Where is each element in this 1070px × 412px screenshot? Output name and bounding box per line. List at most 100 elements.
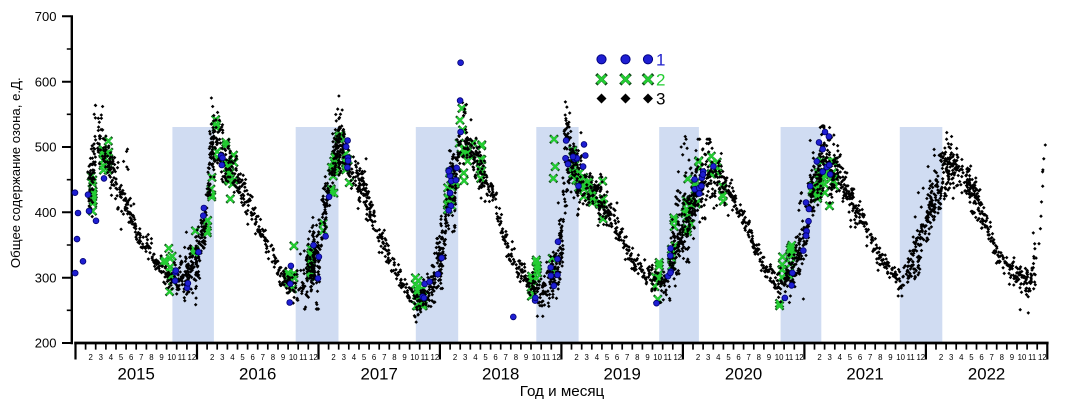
svg-text:3: 3 — [342, 353, 346, 362]
svg-text:8: 8 — [514, 353, 518, 362]
svg-text:3: 3 — [706, 353, 710, 362]
svg-text:6: 6 — [615, 353, 619, 362]
svg-text:4: 4 — [959, 353, 964, 362]
svg-text:9: 9 — [159, 353, 163, 362]
svg-text:8: 8 — [635, 353, 639, 362]
svg-text:2: 2 — [210, 353, 214, 362]
svg-text:6: 6 — [736, 353, 740, 362]
svg-text:9: 9 — [281, 353, 285, 362]
svg-text:5: 5 — [848, 353, 853, 362]
svg-text:7: 7 — [625, 353, 629, 362]
svg-text:700: 700 — [35, 9, 57, 24]
svg-text:12: 12 — [309, 353, 318, 362]
svg-text:300: 300 — [35, 270, 57, 285]
svg-text:9: 9 — [402, 353, 406, 362]
svg-text:3: 3 — [585, 353, 589, 362]
svg-text:10: 10 — [775, 353, 784, 362]
svg-text:9: 9 — [1010, 353, 1014, 362]
svg-text:Год и месяц: Год и месяц — [520, 383, 605, 400]
svg-text:8: 8 — [392, 353, 396, 362]
svg-text:6: 6 — [372, 353, 376, 362]
svg-text:3: 3 — [220, 353, 224, 362]
svg-text:12: 12 — [1038, 353, 1047, 362]
svg-text:4: 4 — [230, 353, 235, 362]
svg-text:8: 8 — [149, 353, 153, 362]
svg-text:3: 3 — [99, 353, 103, 362]
svg-text:10: 10 — [896, 353, 905, 362]
svg-text:8: 8 — [271, 353, 275, 362]
svg-text:1: 1 — [656, 50, 665, 69]
svg-text:3: 3 — [828, 353, 832, 362]
svg-text:4: 4 — [352, 353, 357, 362]
svg-text:6: 6 — [979, 353, 983, 362]
svg-text:10: 10 — [167, 353, 176, 362]
svg-text:5: 5 — [362, 353, 367, 362]
svg-text:4: 4 — [716, 353, 721, 362]
svg-text:9: 9 — [888, 353, 892, 362]
svg-text:7: 7 — [747, 353, 751, 362]
svg-text:8: 8 — [1000, 353, 1004, 362]
svg-text:2: 2 — [89, 353, 93, 362]
svg-text:12: 12 — [795, 353, 804, 362]
svg-text:2: 2 — [453, 353, 457, 362]
svg-text:9: 9 — [524, 353, 528, 362]
svg-text:5: 5 — [240, 353, 245, 362]
svg-text:12: 12 — [673, 353, 682, 362]
svg-text:10: 10 — [532, 353, 541, 362]
svg-text:10: 10 — [1018, 353, 1027, 362]
svg-text:11: 11 — [785, 353, 793, 362]
svg-text:2: 2 — [696, 353, 700, 362]
svg-text:12: 12 — [552, 353, 561, 362]
svg-text:11: 11 — [907, 353, 915, 362]
svg-text:12: 12 — [188, 353, 197, 362]
svg-text:11: 11 — [1028, 353, 1036, 362]
svg-text:2017: 2017 — [361, 365, 398, 384]
svg-text:5: 5 — [119, 353, 124, 362]
svg-text:11: 11 — [299, 353, 307, 362]
svg-text:8: 8 — [757, 353, 761, 362]
svg-text:3: 3 — [463, 353, 467, 362]
svg-text:2021: 2021 — [846, 365, 883, 384]
svg-text:9: 9 — [767, 353, 771, 362]
svg-text:2: 2 — [817, 353, 821, 362]
svg-text:7: 7 — [990, 353, 994, 362]
svg-text:2: 2 — [656, 70, 665, 89]
svg-text:10: 10 — [289, 353, 298, 362]
svg-text:2: 2 — [331, 353, 335, 362]
svg-text:4: 4 — [473, 353, 478, 362]
svg-text:6: 6 — [858, 353, 862, 362]
svg-text:7: 7 — [139, 353, 143, 362]
svg-text:2022: 2022 — [968, 365, 1005, 384]
svg-text:2015: 2015 — [118, 365, 155, 384]
svg-text:7: 7 — [868, 353, 872, 362]
svg-text:6: 6 — [251, 353, 255, 362]
svg-text:12: 12 — [916, 353, 925, 362]
svg-text:2: 2 — [939, 353, 943, 362]
svg-text:11: 11 — [421, 353, 429, 362]
svg-text:600: 600 — [35, 74, 57, 89]
svg-text:3: 3 — [656, 90, 665, 109]
svg-text:5: 5 — [483, 353, 488, 362]
svg-text:10: 10 — [410, 353, 419, 362]
svg-text:7: 7 — [504, 353, 508, 362]
svg-text:6: 6 — [129, 353, 133, 362]
svg-text:3: 3 — [949, 353, 953, 362]
svg-text:11: 11 — [664, 353, 672, 362]
svg-text:11: 11 — [178, 353, 186, 362]
svg-text:2: 2 — [574, 353, 578, 362]
svg-text:9: 9 — [645, 353, 649, 362]
svg-text:2019: 2019 — [604, 365, 641, 384]
svg-text:7: 7 — [382, 353, 386, 362]
svg-text:5: 5 — [969, 353, 974, 362]
svg-text:6: 6 — [493, 353, 497, 362]
svg-text:400: 400 — [35, 205, 57, 220]
svg-text:4: 4 — [109, 353, 114, 362]
svg-text:4: 4 — [838, 353, 843, 362]
svg-text:Общее содержание озона, е.Д.: Общее содержание озона, е.Д. — [8, 77, 23, 268]
svg-text:4: 4 — [595, 353, 600, 362]
svg-text:2018: 2018 — [482, 365, 519, 384]
svg-text:2016: 2016 — [239, 365, 276, 384]
svg-text:200: 200 — [35, 336, 57, 351]
svg-text:2020: 2020 — [725, 365, 762, 384]
svg-text:500: 500 — [35, 140, 57, 155]
